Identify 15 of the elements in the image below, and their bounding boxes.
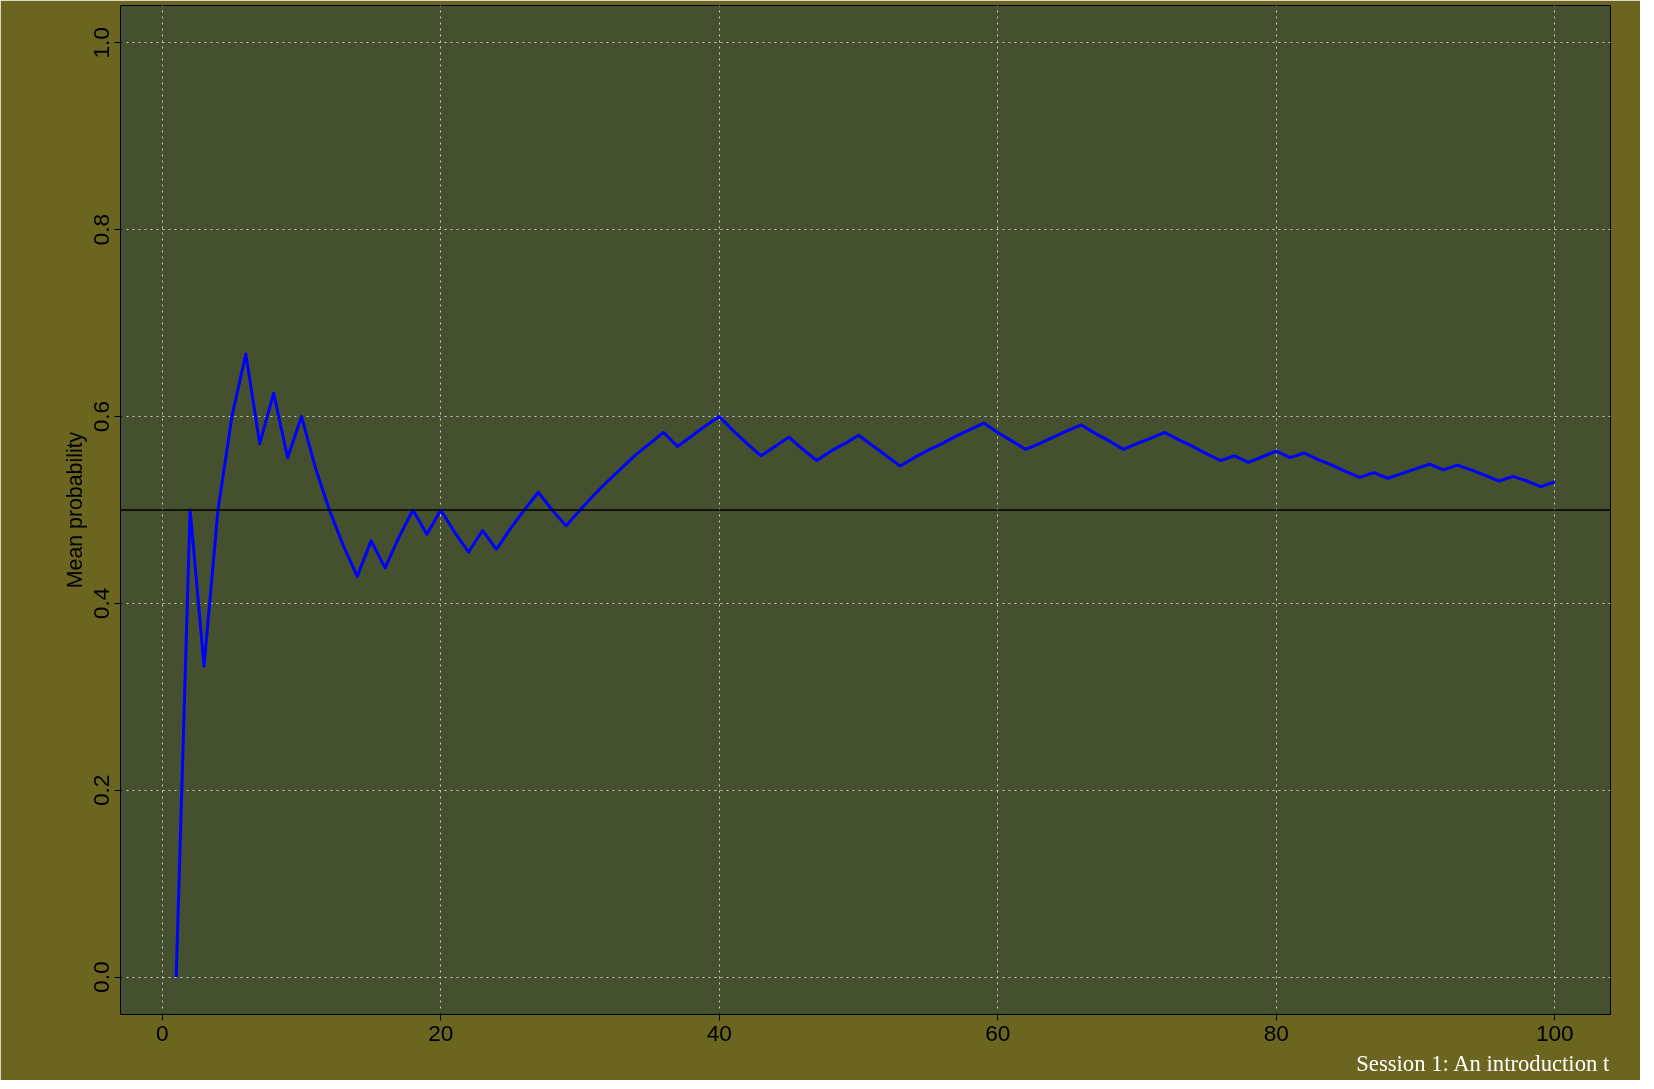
x-tick-label: 20: [428, 1019, 454, 1046]
y-tick-label: 0.8: [88, 213, 115, 246]
y-tick-label: 0.6: [88, 400, 115, 433]
x-tick-label: 100: [1535, 1019, 1574, 1046]
y-tick-label: 0.0: [88, 961, 115, 993]
y-tick-label: 1.0: [88, 27, 115, 59]
text: Session 1: An introduction t: [1356, 1050, 1610, 1076]
x-tick-label: 60: [985, 1019, 1011, 1046]
y-tick-label: 0.2: [88, 774, 115, 807]
x-tick-label: 80: [1263, 1019, 1289, 1046]
y-axis-title: Mean probability: [62, 431, 87, 589]
y-tick-label: 0.4: [88, 587, 115, 620]
x-tick-label: 0: [155, 1019, 169, 1046]
x-tick-label: 40: [706, 1019, 732, 1046]
line-series: [174, 352, 1557, 979]
